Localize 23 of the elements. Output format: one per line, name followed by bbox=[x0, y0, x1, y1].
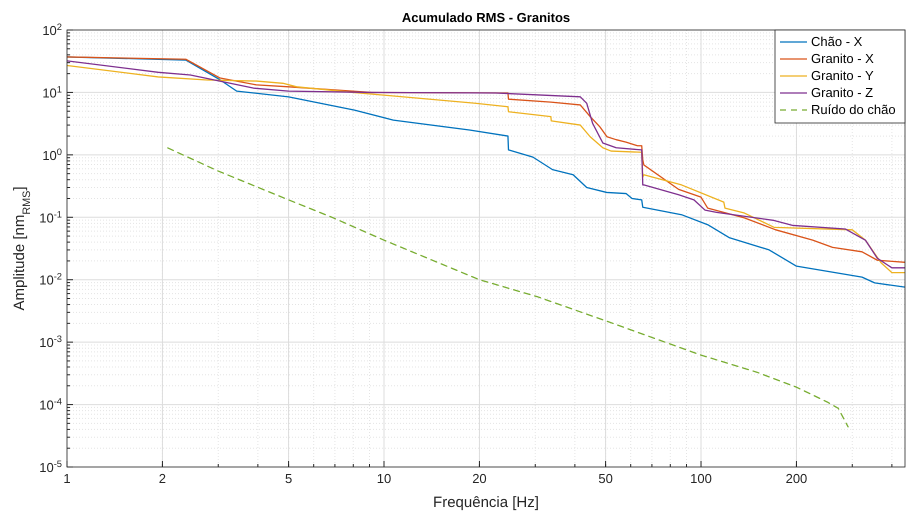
y-tick-label: 10$^{-2}$ bbox=[39, 272, 62, 288]
legend-label: Chão - X bbox=[811, 34, 863, 49]
y-tick-label: 10$^{-4}$ bbox=[39, 396, 62, 413]
x-tick-label: 5 bbox=[284, 471, 292, 486]
x-tick-label: 10 bbox=[376, 471, 392, 486]
y-tick-label: 10$^{-1}$ bbox=[39, 209, 62, 226]
y-tick-label: 10$^{2}$ bbox=[42, 22, 62, 38]
x-tick-label: 200 bbox=[786, 471, 808, 486]
legend-label: Granito - Z bbox=[811, 85, 874, 100]
chart-title: Acumulado RMS - Granitos bbox=[402, 10, 570, 25]
legend-label: Ruído do chão bbox=[811, 102, 896, 117]
x-tick-label: 1 bbox=[63, 471, 71, 486]
y-tick-label: 10$^{-3}$ bbox=[39, 334, 62, 350]
x-tick-label: 2 bbox=[158, 471, 166, 486]
x-tick-label: 50 bbox=[598, 471, 613, 486]
y-tick-label: 10$^{-5}$ bbox=[39, 459, 62, 475]
y-tick-label: 10$^{0}$ bbox=[42, 146, 62, 163]
legend-label: Granito - Y bbox=[811, 68, 874, 83]
y-tick-label: 10$^{1}$ bbox=[42, 84, 62, 100]
legend-label: Granito - X bbox=[811, 51, 874, 66]
x-tick-label: 100 bbox=[690, 471, 712, 486]
x-tick-label: 20 bbox=[472, 471, 487, 486]
x-axis-title: Frequência [Hz] bbox=[433, 494, 539, 511]
